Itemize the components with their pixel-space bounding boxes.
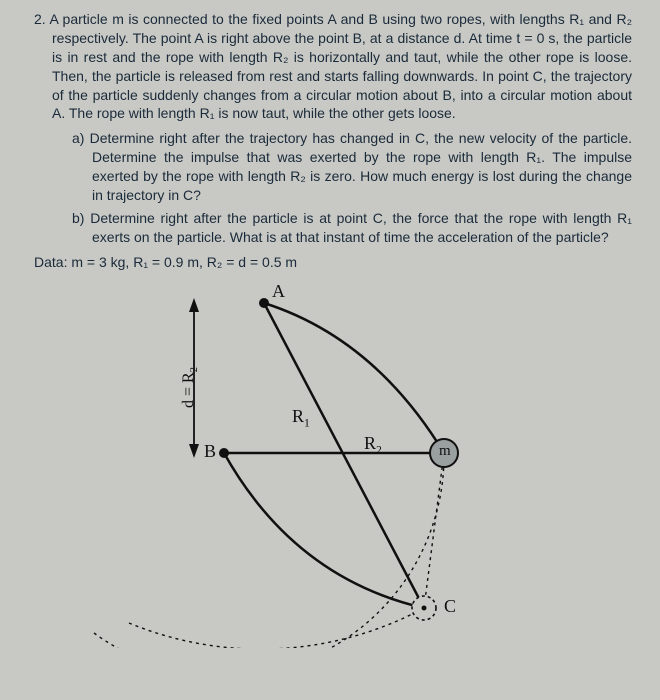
part-a: a) Determine right after the trajectory …: [72, 129, 632, 205]
rope-r1-loose: [264, 303, 444, 453]
point-a-dot: [259, 298, 269, 308]
dim-d-arrow-bottom: [189, 444, 199, 458]
problem-number: 2.: [34, 11, 46, 27]
arc-r2: [94, 453, 444, 648]
rope-r1-taut: [264, 303, 424, 608]
figure: A B C m R1 R2 d = R2: [34, 278, 634, 648]
point-c-dot: [422, 605, 427, 610]
label-r1: R1: [292, 406, 310, 430]
part-b: b) Determine right after the particle is…: [72, 209, 632, 247]
arc-r1: [129, 608, 424, 648]
label-r2: R2: [364, 433, 382, 457]
problem-intro-text: A particle m is connected to the fixed p…: [49, 11, 632, 121]
label-c: C: [444, 596, 456, 617]
label-r2-r: R: [364, 433, 376, 453]
subparts-container: a) Determine right after the trajectory …: [34, 129, 632, 246]
label-d: d = R2: [180, 367, 200, 408]
label-b: B: [204, 441, 216, 462]
label-r1-sub: 1: [304, 416, 310, 429]
problem-intro: 2. A particle m is connected to the fixe…: [34, 10, 632, 123]
part-a-text: Determine right after the trajectory has…: [90, 130, 632, 203]
label-d-sub: 2: [189, 367, 200, 372]
figure-svg: [34, 278, 634, 648]
part-b-text: Determine right after the particle is at…: [90, 210, 632, 245]
label-r1-r: R: [292, 406, 304, 426]
rope-r2-loose: [224, 453, 424, 608]
label-m: m: [439, 443, 451, 460]
line-m-c: [424, 453, 444, 608]
label-r2-sub: 2: [376, 443, 382, 456]
label-a: A: [272, 281, 285, 302]
point-b-dot: [219, 448, 229, 458]
dim-d-arrow-top: [189, 298, 199, 312]
label-d-text: d = R: [180, 372, 197, 408]
data-line: Data: m = 3 kg, R₁ = 0.9 m, R₂ = d = 0.5…: [34, 253, 632, 272]
